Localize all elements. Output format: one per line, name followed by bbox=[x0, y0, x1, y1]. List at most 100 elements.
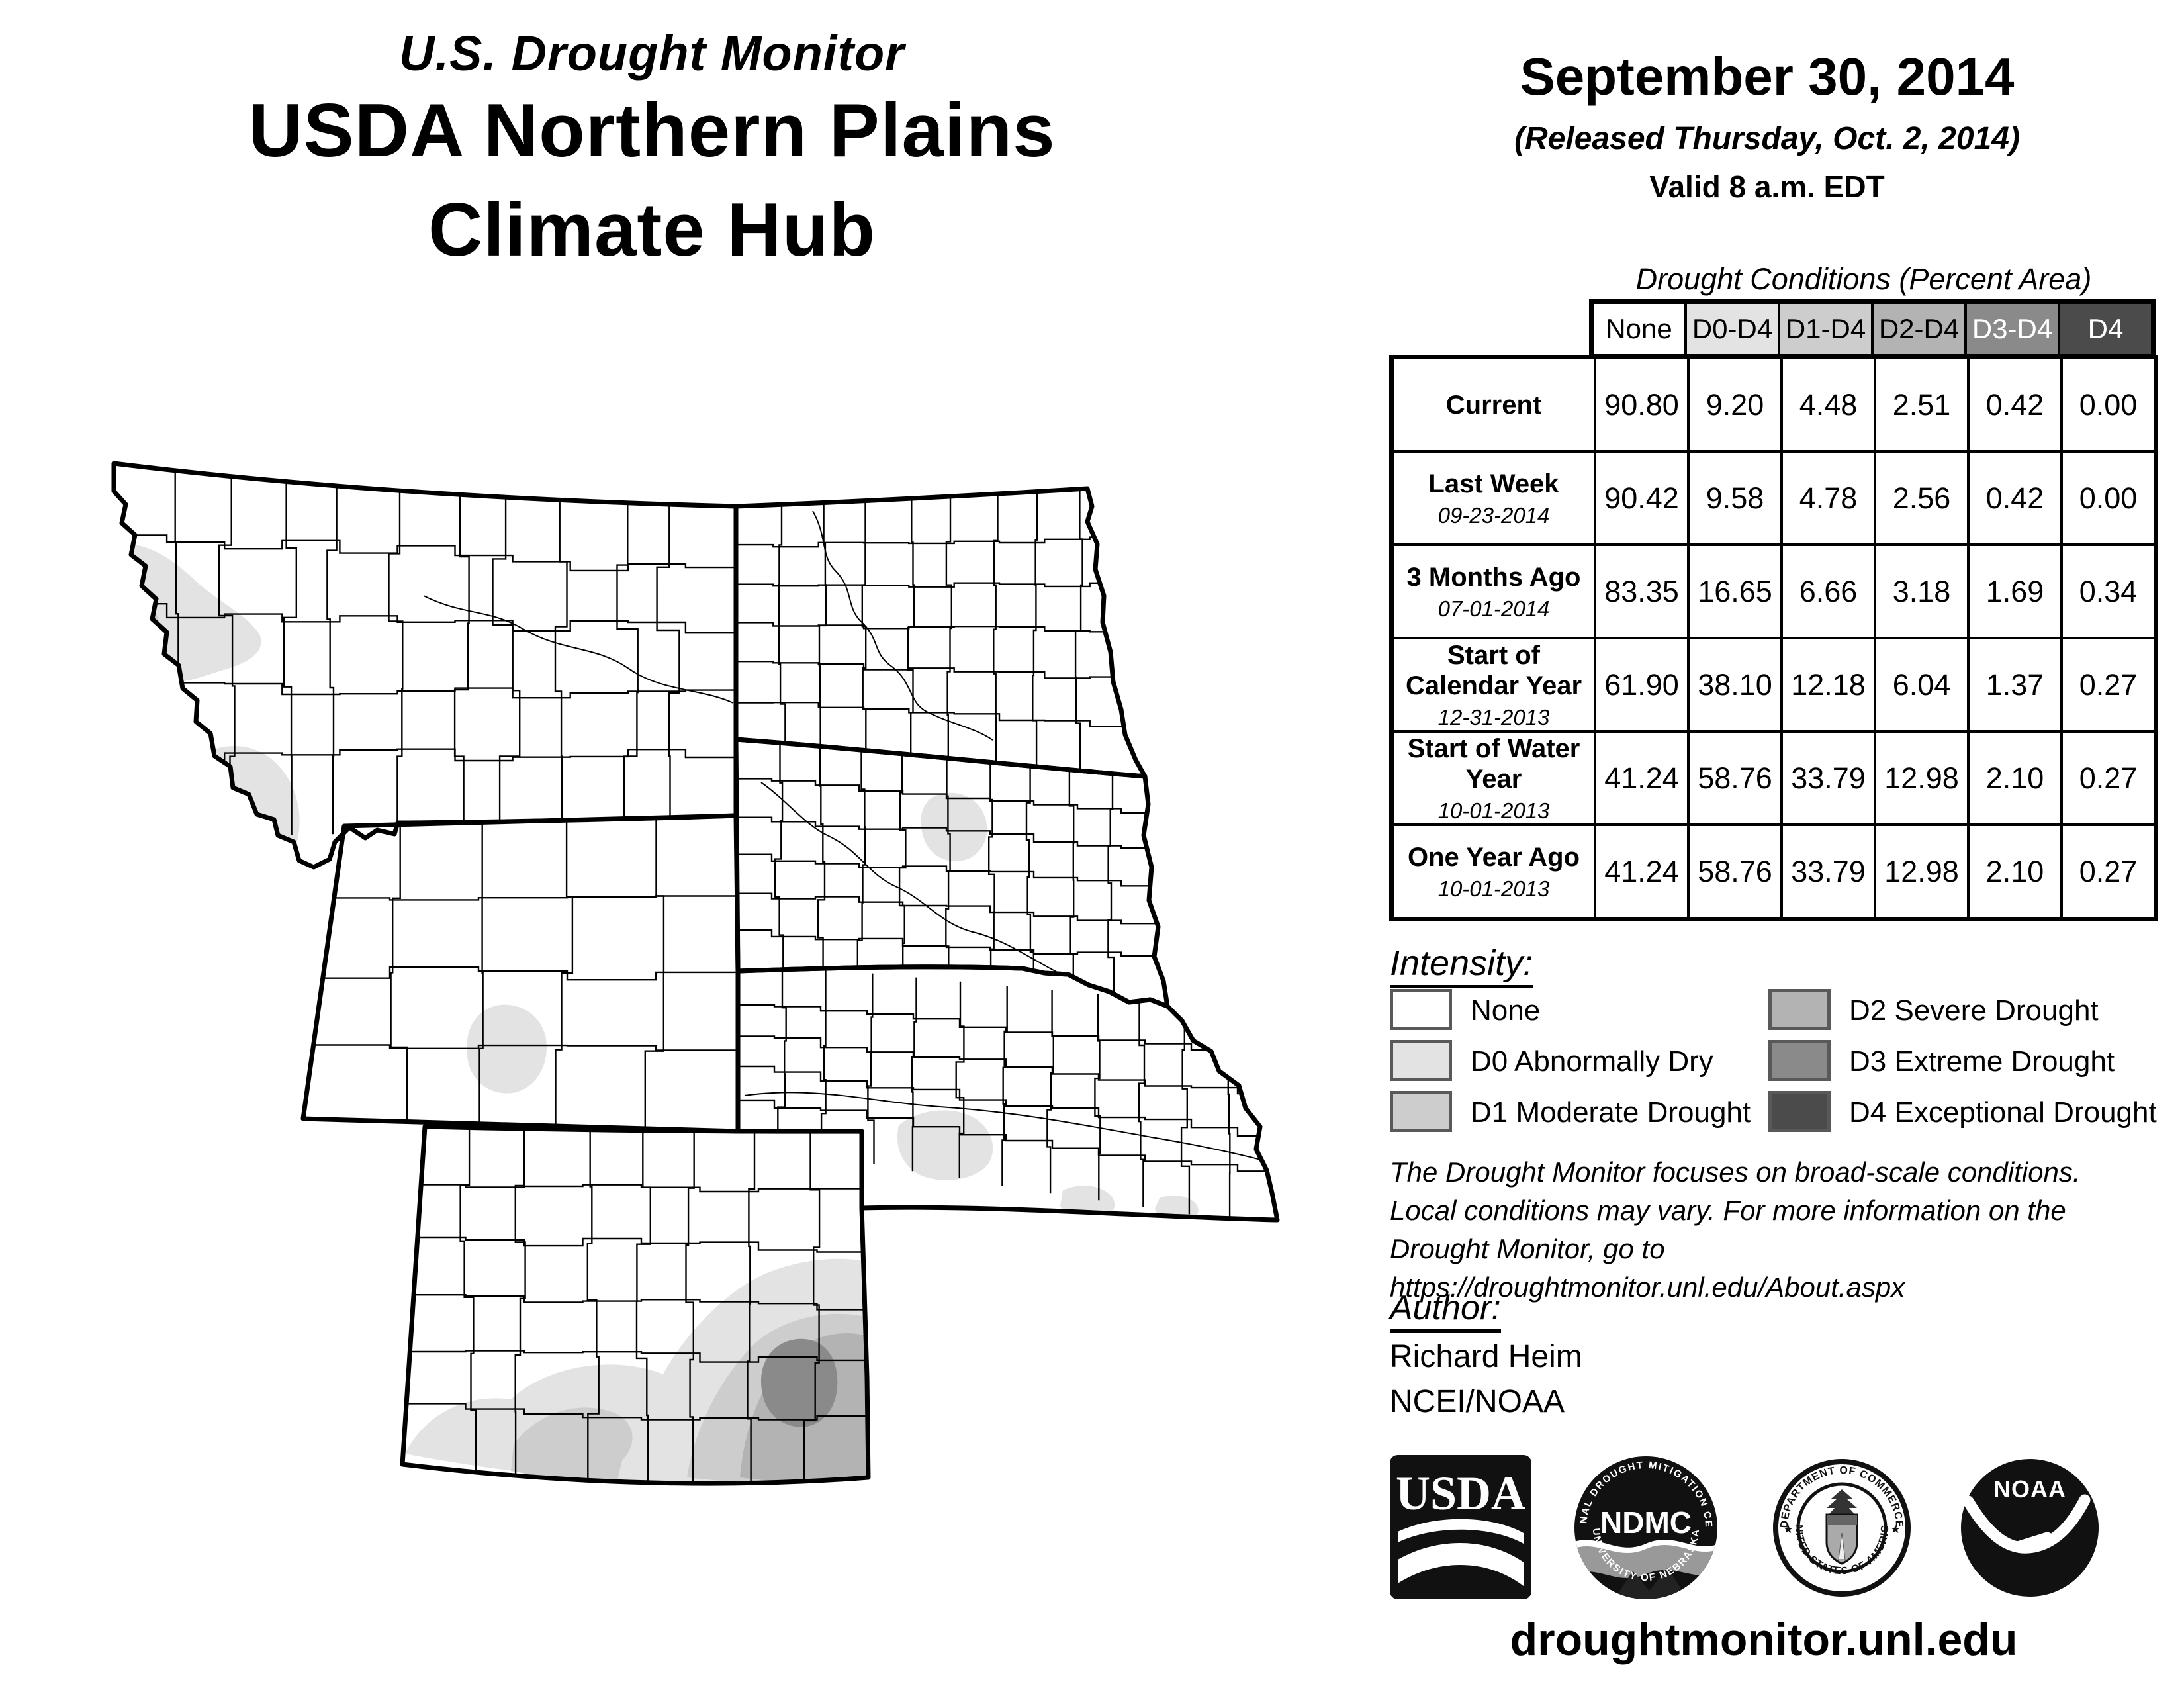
usda-logo: USDA bbox=[1390, 1455, 1531, 1599]
table-value-cell: 12.18 bbox=[1780, 637, 1876, 733]
river-line bbox=[760, 782, 1060, 974]
table-value-cell: 1.37 bbox=[1967, 637, 2063, 733]
table-header: None D0-D4 D1-D4 D2-D4 D3-D4 D4 bbox=[1589, 299, 2156, 357]
table-row: Last Week 09-23-2014 90.42 9.58 4.78 2.56 0.42… bbox=[1390, 450, 2158, 546]
table-value-cell: 3.18 bbox=[1874, 543, 1970, 639]
legend-swatch-D2 bbox=[1768, 989, 1831, 1030]
disclaimer-text: The Drought Monitor focuses on broad-sca… bbox=[1390, 1153, 2171, 1307]
noaa-logo-text: NOAA bbox=[1993, 1476, 2066, 1503]
state-south-dakota-area bbox=[736, 739, 1167, 1006]
table-value-cell: 61.90 bbox=[1594, 637, 1690, 733]
table-value-cell: 4.48 bbox=[1780, 355, 1876, 453]
table-col-d0-d4: D0-D4 bbox=[1684, 300, 1780, 357]
table-value-cell: 33.79 bbox=[1780, 823, 1876, 921]
table-value-cell: 0.00 bbox=[2060, 450, 2158, 546]
author-name: Richard Heim bbox=[1390, 1339, 1582, 1374]
ndmc-center-text: NDMC bbox=[1600, 1505, 1692, 1540]
footer-url: droughtmonitor.unl.edu bbox=[1510, 1615, 2018, 1665]
table-value-cell: 0.27 bbox=[2060, 637, 2158, 733]
row-date: 10-01-2013 bbox=[1437, 798, 1550, 823]
legend-label: D0 Abnormally Dry bbox=[1471, 1045, 1713, 1078]
department-of-commerce-seal: DEPARTMENT OF COMMERCE UNITED STATES OF … bbox=[1766, 1448, 1911, 1597]
table-value-cell: 90.80 bbox=[1594, 355, 1690, 453]
intensity-legend: None D0 Abnormally Dry D1 Moderate Drought… bbox=[1390, 989, 2177, 1148]
row-date: 09-23-2014 bbox=[1437, 502, 1550, 528]
table-value-cell: 83.35 bbox=[1594, 543, 1690, 639]
author-org: NCEI/NOAA bbox=[1390, 1384, 1565, 1419]
disclaimer-line: Drought Monitor, go to https://droughtmo… bbox=[1390, 1233, 1905, 1303]
legend-swatch-D0 bbox=[1390, 1040, 1452, 1081]
drought-area-D3 bbox=[761, 1338, 838, 1427]
date-block: September 30, 2014 (Released Thursday, O… bbox=[1357, 46, 2177, 205]
report-title: U.S. Drought Monitor bbox=[399, 26, 905, 81]
disclaimer-line: The Drought Monitor focuses on broad-sca… bbox=[1390, 1156, 2081, 1188]
usda-logo-text: USDA bbox=[1396, 1467, 1525, 1520]
table-value-cell: 0.34 bbox=[2060, 543, 2158, 639]
table-value-cell: 4.78 bbox=[1780, 450, 1876, 546]
row-label: Last Week bbox=[1428, 469, 1559, 498]
state-colorado-area bbox=[402, 1127, 868, 1484]
ndmc-logo: NATIONAL DROUGHT MITIGATION CENTER UNIVE… bbox=[1570, 1448, 1717, 1599]
table-value-cell: 38.10 bbox=[1687, 637, 1783, 733]
table-value-cell: 90.42 bbox=[1594, 450, 1690, 546]
legend-swatch-D3 bbox=[1768, 1040, 1831, 1081]
drought-area-D0 bbox=[467, 1004, 547, 1094]
table-value-cell: 0.42 bbox=[1967, 355, 2063, 453]
river-line bbox=[812, 510, 993, 741]
table-value-cell: 12.98 bbox=[1874, 823, 1970, 921]
table-value-cell: 9.58 bbox=[1687, 450, 1783, 546]
region-title-line1: USDA Northern Plains bbox=[248, 89, 1056, 173]
table-col-d3-d4: D3-D4 bbox=[1964, 300, 2060, 357]
disclaimer-line: Local conditions may vary. For more info… bbox=[1390, 1194, 2066, 1226]
doc-eagle-shield bbox=[1825, 1489, 1858, 1565]
table-value-cell: 2.56 bbox=[1874, 450, 1970, 546]
table-value-cell: 2.10 bbox=[1967, 823, 2063, 921]
svg-text:★: ★ bbox=[1783, 1523, 1794, 1536]
river-line bbox=[423, 595, 734, 704]
legend-label: D4 Exceptional Drought bbox=[1849, 1096, 2157, 1129]
state-north-dakota-area bbox=[736, 489, 1145, 776]
table-value-cell: 2.10 bbox=[1967, 730, 2063, 826]
row-label: Start of Calendar Year bbox=[1405, 640, 1582, 700]
noaa-logo: NOAA bbox=[1961, 1459, 2099, 1597]
row-label-cell: One Year Ago 10-01-2013 bbox=[1390, 823, 1596, 921]
table-value-cell: 41.24 bbox=[1594, 730, 1690, 826]
drought-area-D1 bbox=[511, 1407, 633, 1483]
table-value-cell: 0.27 bbox=[2060, 823, 2158, 921]
table-value-cell: 16.65 bbox=[1687, 543, 1783, 639]
title-block: U.S. Drought Monitor USDA Northern Plain… bbox=[132, 25, 1171, 281]
row-label: Current bbox=[1445, 390, 1542, 420]
legend-label: D2 Severe Drought bbox=[1849, 994, 2099, 1027]
table-value-cell: 0.00 bbox=[2060, 355, 2158, 453]
row-label-cell: Last Week 09-23-2014 bbox=[1390, 450, 1596, 546]
row-label: 3 Months Ago bbox=[1406, 562, 1581, 592]
drought-area-D0 bbox=[897, 1110, 993, 1180]
table-col-d2-d4: D2-D4 bbox=[1871, 300, 1967, 357]
drought-area-D0 bbox=[921, 792, 987, 862]
table-row: Current 90.80 9.20 4.48 2.51 0.42 0.00 bbox=[1390, 355, 2158, 453]
row-date: 12-31-2013 bbox=[1437, 704, 1550, 729]
row-date: 07-01-2014 bbox=[1437, 596, 1550, 621]
legend-label: D3 Extreme Drought bbox=[1849, 1045, 2115, 1078]
table-value-cell: 12.98 bbox=[1874, 730, 1970, 826]
valid-time: Valid 8 a.m. EDT bbox=[1649, 169, 1885, 204]
river-line bbox=[744, 1092, 1261, 1160]
svg-text:★: ★ bbox=[1890, 1523, 1901, 1536]
table-value-cell: 41.24 bbox=[1594, 823, 1690, 921]
legend-swatch-none bbox=[1390, 989, 1452, 1030]
table-value-cell: 6.04 bbox=[1874, 637, 1970, 733]
row-label-cell: Start of Calendar Year 12-31-2013 bbox=[1390, 637, 1596, 733]
row-label-cell: Current bbox=[1390, 355, 1596, 453]
intensity-title: Intensity: bbox=[1390, 943, 1533, 988]
row-date: 10-01-2013 bbox=[1437, 876, 1550, 901]
table-col-d4: D4 bbox=[2058, 300, 2155, 357]
drought-table: Current 90.80 9.20 4.48 2.51 0.42 0.00 Last Wee… bbox=[1389, 355, 2158, 921]
table-value-cell: 2.51 bbox=[1874, 355, 1970, 453]
table-value-cell: 9.20 bbox=[1687, 355, 1783, 453]
row-label: One Year Ago bbox=[1407, 842, 1580, 872]
released-date: (Released Thursday, Oct. 2, 2014) bbox=[1514, 121, 2020, 156]
table-value-cell: 0.42 bbox=[1967, 450, 2063, 546]
table-row: 3 Months Ago 07-01-2014 83.35 16.65 6.66 3.18… bbox=[1390, 543, 2158, 639]
table-title: Drought Conditions (Percent Area) bbox=[1635, 262, 2092, 296]
map-date: September 30, 2014 bbox=[1520, 47, 2015, 106]
